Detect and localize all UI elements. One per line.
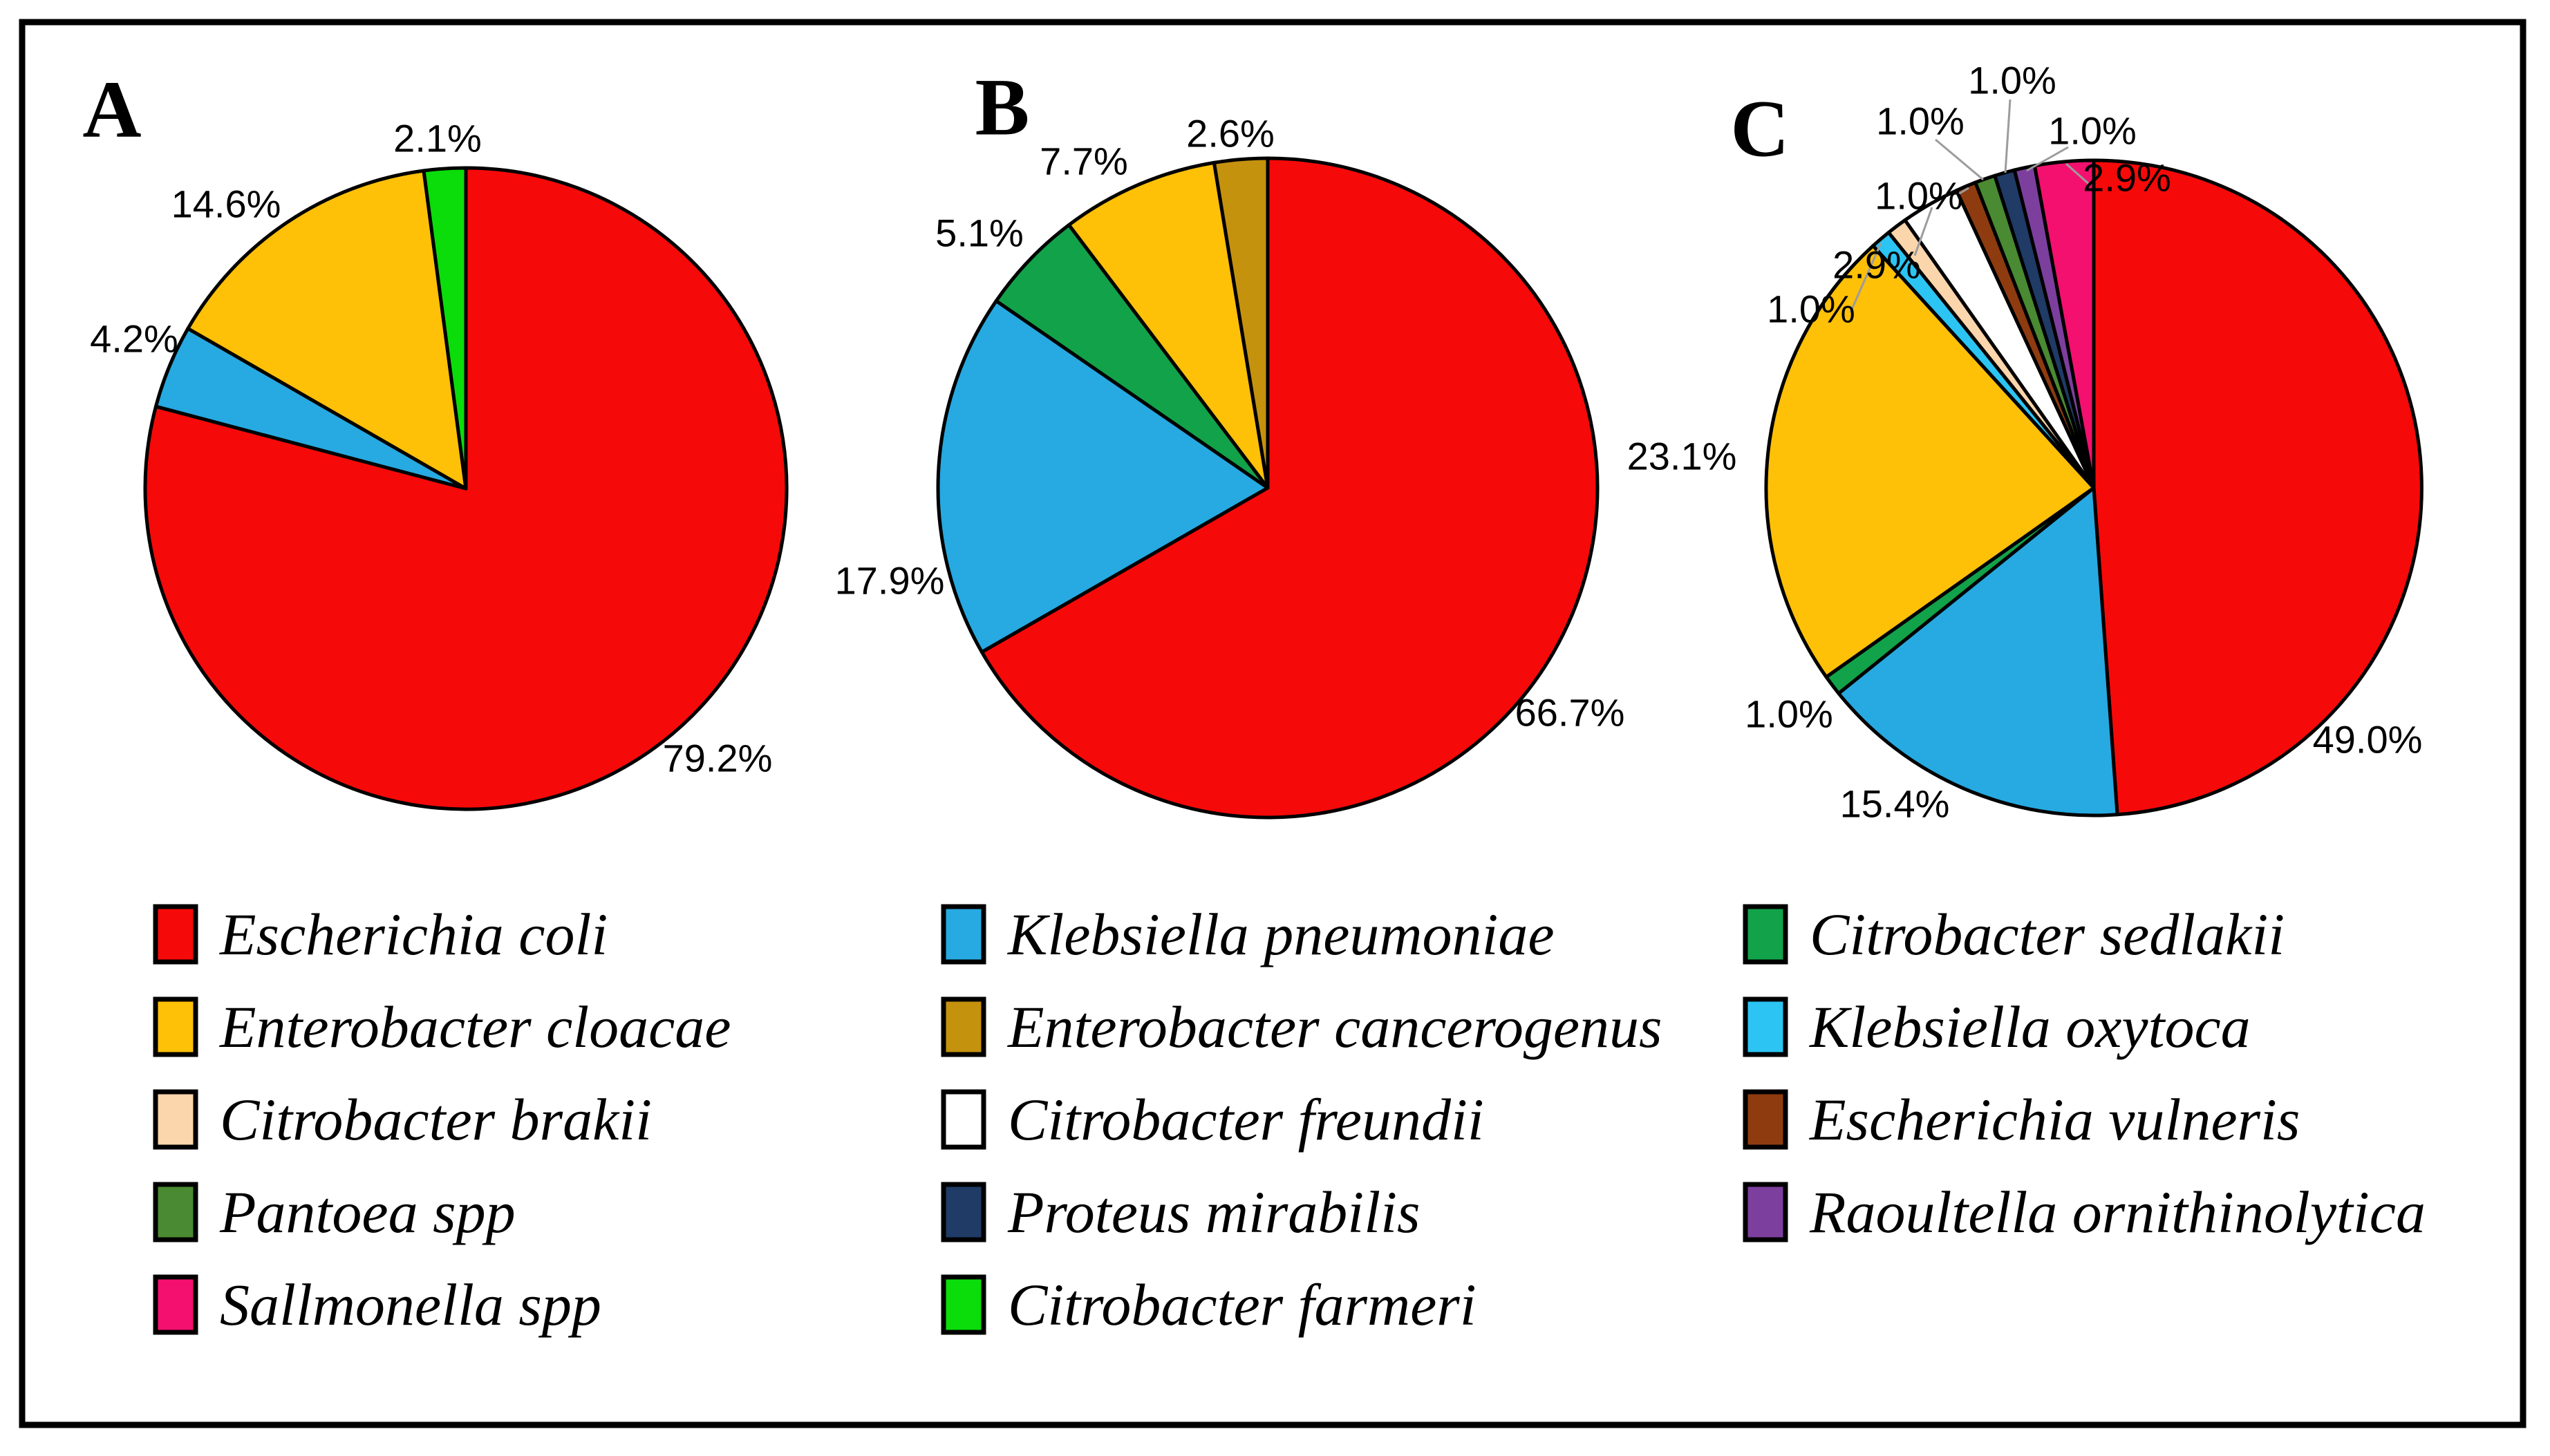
figure-border bbox=[19, 19, 2526, 1428]
panel-label-c: C bbox=[1730, 84, 1789, 174]
legend-swatch-citrobacter-sedlakii bbox=[1743, 904, 1788, 965]
percent-label-escherichia-coli: 66.7% bbox=[1515, 691, 1625, 735]
pie-slice-enterobacter-cloacae bbox=[1067, 160, 1270, 490]
percent-label-proteus-mirabilis: 1.0% bbox=[1968, 59, 2056, 102]
percent-label-enterobacter-cloacae: 7.7% bbox=[1040, 140, 1128, 183]
label-leader-line bbox=[2004, 99, 2012, 173]
label-leader-line bbox=[1958, 187, 1969, 196]
percent-label-escherichia-coli: 49.0% bbox=[2313, 718, 2423, 762]
pie-slice-citrobacter-farmeri bbox=[422, 166, 468, 491]
legend-label-klebsiella-oxytoca: Klebsiella oxytoca bbox=[1808, 994, 2251, 1060]
legend-label-sallmonella-spp: Sallmonella spp bbox=[220, 1271, 601, 1338]
pie-slice-klebsiella-pneumoniae bbox=[936, 299, 1270, 654]
percent-label-escherichia-coli: 79.2% bbox=[663, 737, 773, 780]
pie-slice-escherichia-coli bbox=[979, 156, 1600, 820]
legend-label-proteus-mirabilis: Proteus mirabilis bbox=[1007, 1179, 1420, 1245]
percent-label-citrobacter-sedlakii: 1.0% bbox=[1745, 692, 1833, 736]
legend-swatch-enterobacter-cloacae bbox=[153, 996, 198, 1057]
label-leader-line bbox=[2065, 162, 2091, 187]
pie-slice-klebsiella-pneumoniae bbox=[1837, 486, 2119, 817]
legend-label-escherichia-coli: Escherichia coli bbox=[218, 901, 608, 967]
legend-swatch-citrobacter-farmeri bbox=[941, 1274, 986, 1335]
legend-label-klebsiella-pneumoniae: Klebsiella pneumoniae bbox=[1006, 901, 1555, 967]
pie-slice-enterobacter-cancerogenus bbox=[1212, 156, 1270, 490]
percent-label-enterobacter-cancerogenus: 2.6% bbox=[1186, 112, 1275, 155]
pie-slice-escherichia-coli bbox=[2092, 158, 2424, 817]
label-leader-line bbox=[2026, 146, 2069, 172]
legend-swatch-proteus-mirabilis bbox=[941, 1182, 986, 1242]
legend-label-enterobacter-cloacae: Enterobacter cloacae bbox=[218, 994, 731, 1060]
legend-label-enterobacter-cancerogenus: Enterobacter cancerogenus bbox=[1006, 994, 1662, 1060]
legend-swatch-pantoea-spp bbox=[153, 1182, 198, 1242]
label-leader-line bbox=[1849, 243, 1882, 313]
percent-label-klebsiella-pneumoniae: 4.2% bbox=[90, 317, 178, 361]
legend-label-citrobacter-sedlakii: Citrobacter sedlakii bbox=[1810, 901, 2285, 967]
percent-label-enterobacter-cloacae: 14.6% bbox=[171, 182, 281, 226]
percent-label-enterobacter-cloacae: 23.1% bbox=[1627, 435, 1737, 478]
label-leader-line bbox=[1913, 207, 1933, 256]
label-leader-line bbox=[1935, 138, 1984, 181]
legend-swatch-sallmonella-spp bbox=[153, 1274, 198, 1335]
legend-swatch-enterobacter-cancerogenus bbox=[941, 996, 986, 1057]
percent-label-klebsiella-oxytoca: 1.0% bbox=[1767, 287, 1855, 331]
legend-swatch-citrobacter-brakii bbox=[153, 1089, 198, 1150]
legend-label-citrobacter-freundii: Citrobacter freundii bbox=[1008, 1086, 1484, 1153]
percent-label-klebsiella-pneumoniae: 15.4% bbox=[1840, 782, 1950, 826]
panel-label-b: B bbox=[975, 62, 1030, 153]
legend-swatch-klebsiella-oxytoca bbox=[1743, 996, 1788, 1057]
percent-label-raoultella-ornithinolytica: 1.0% bbox=[2048, 109, 2137, 153]
legend-swatch-citrobacter-freundii bbox=[941, 1089, 986, 1150]
percent-label-citrobacter-sedlakii: 5.1% bbox=[935, 211, 1024, 255]
legend-label-citrobacter-brakii: Citrobacter brakii bbox=[220, 1086, 652, 1153]
percent-label-klebsiella-pneumoniae: 17.9% bbox=[835, 559, 945, 603]
pie-slice-enterobacter-cloacae bbox=[1764, 244, 2096, 679]
pie-slice-citrobacter-sedlakii bbox=[994, 223, 1270, 490]
legend-label-pantoea-spp: Pantoea spp bbox=[219, 1179, 516, 1245]
percent-label-citrobacter-farmeri: 2.1% bbox=[393, 117, 482, 160]
panel-label-a: A bbox=[82, 64, 141, 155]
percent-label-sallmonella-spp: 2.9% bbox=[2083, 156, 2171, 200]
percent-label-citrobacter-freundii: 2.9% bbox=[1832, 243, 1921, 287]
percent-label-pantoea-spp: 1.0% bbox=[1876, 100, 1965, 143]
legend-label-escherichia-vulneris: Escherichia vulneris bbox=[1808, 1086, 2300, 1153]
percent-label-escherichia-vulneris: 1.0% bbox=[1875, 174, 1963, 218]
legend-swatch-raoultella-ornithinolytica bbox=[1743, 1182, 1788, 1242]
pie-slice-enterobacter-cloacae bbox=[186, 169, 468, 491]
legend-swatch-escherichia-vulneris bbox=[1743, 1089, 1788, 1150]
legend-label-raoultella-ornithinolytica: Raoultella ornithinolytica bbox=[1809, 1179, 2426, 1245]
legend-swatch-klebsiella-pneumoniae bbox=[941, 904, 986, 965]
legend-swatch-escherichia-coli bbox=[153, 904, 198, 965]
legend-label-citrobacter-farmeri: Citrobacter farmeri bbox=[1008, 1271, 1476, 1338]
